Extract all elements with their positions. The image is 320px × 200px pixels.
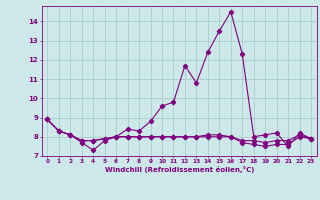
X-axis label: Windchill (Refroidissement éolien,°C): Windchill (Refroidissement éolien,°C)	[105, 166, 254, 173]
